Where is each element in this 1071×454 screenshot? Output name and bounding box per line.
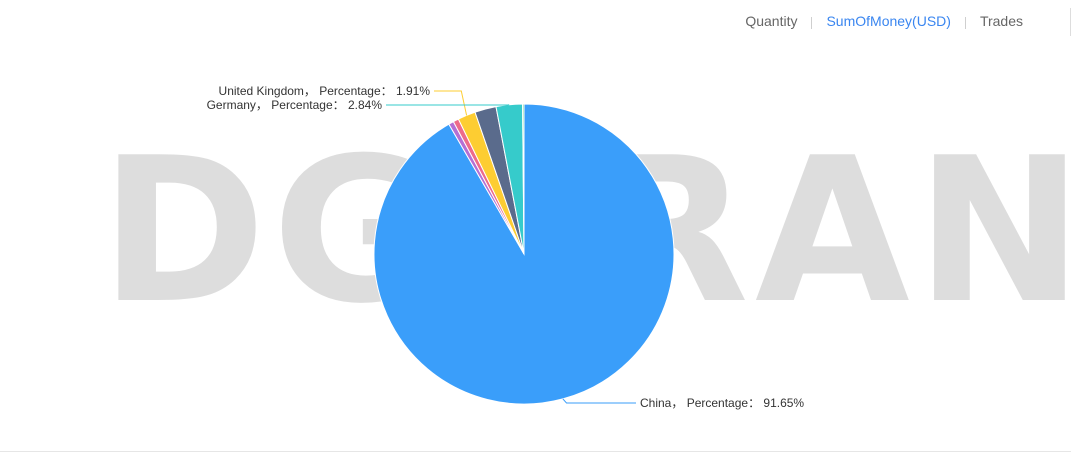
tab-sum-of-money[interactable]: SumOfMoney(USD)	[826, 13, 951, 29]
slice-label-united-kingdom: United Kingdom， Percentage： 1.91%	[219, 84, 431, 98]
metric-tabs: Quantity SumOfMoney(USD) Trades	[731, 10, 1037, 32]
tab-divider	[964, 17, 966, 29]
tab-quantity[interactable]: Quantity	[745, 13, 798, 29]
tab-trades[interactable]: Trades	[979, 13, 1023, 29]
tab-divider	[811, 17, 813, 29]
slice-label-germany: Germany， Percentage： 2.84%	[207, 98, 383, 112]
label-leader-line	[562, 398, 636, 404]
pie-slices	[373, 103, 675, 405]
bottom-divider	[0, 451, 1071, 452]
pie-labels: China， Percentage： 91.65% United Kingdom，…	[207, 84, 805, 410]
pie-slice-other-6[interactable]	[522, 103, 525, 255]
label-leader-line	[434, 90, 468, 116]
slice-label-china: China， Percentage： 91.65%	[640, 396, 804, 410]
